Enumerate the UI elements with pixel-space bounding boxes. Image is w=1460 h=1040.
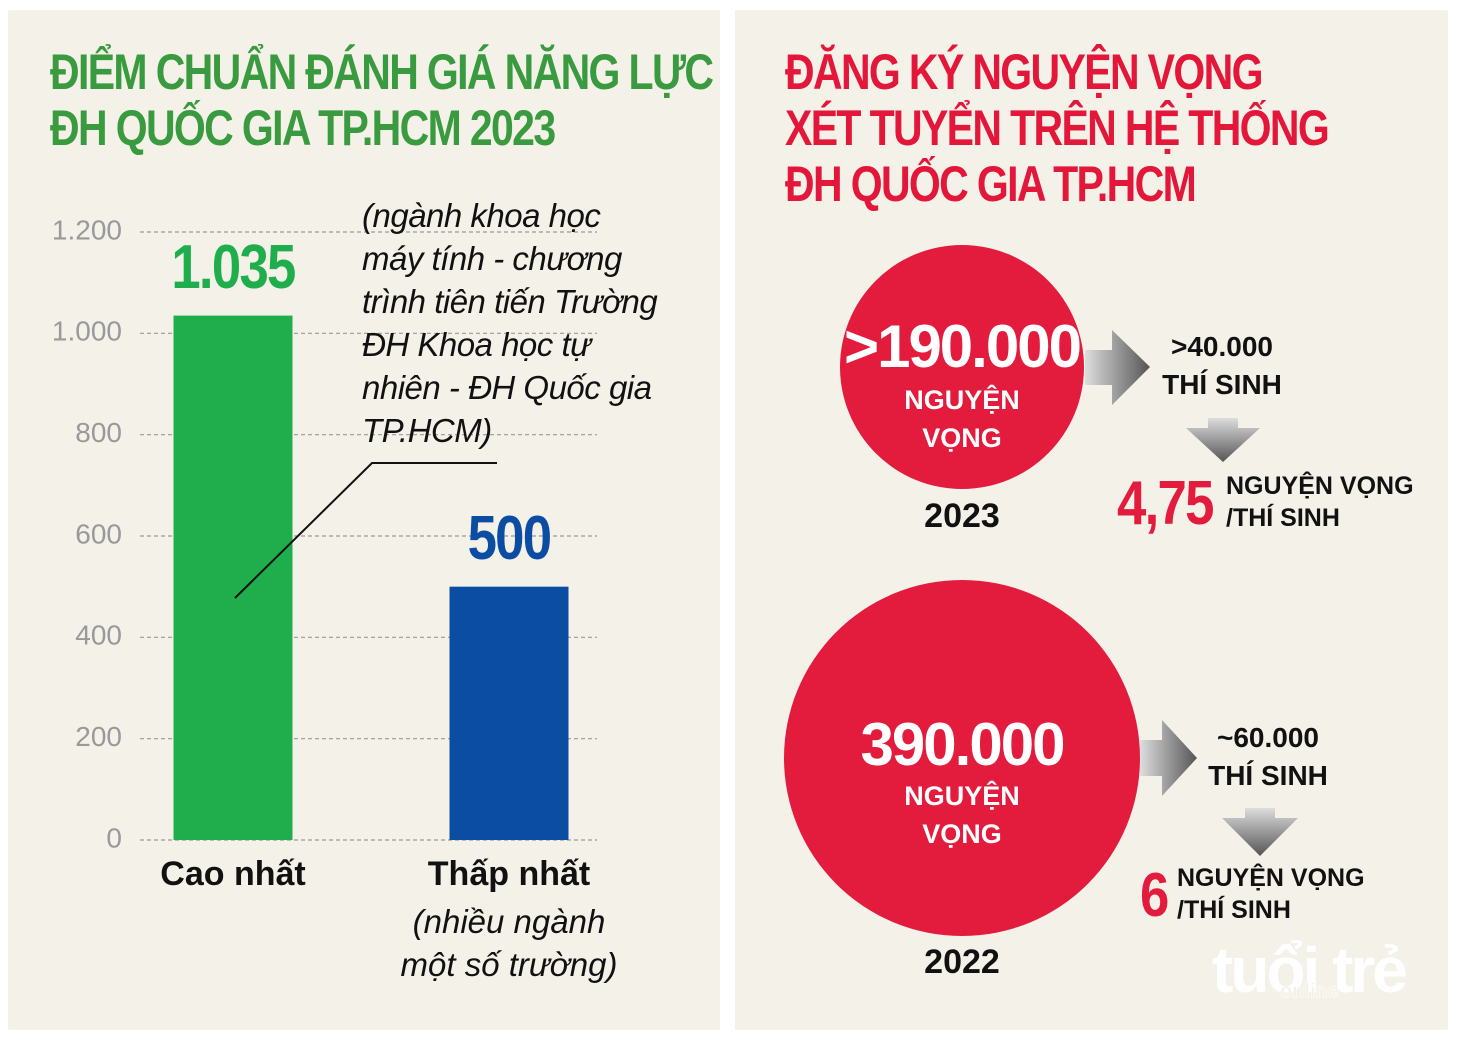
- y-tick-label: 0: [106, 822, 122, 853]
- value-label: 1.035: [171, 233, 295, 302]
- title-line: XÉT TUYỂN TRÊN HỆ THỐNG: [785, 100, 1330, 156]
- title-line: ĐH QUỐC GIA TP.HCM 2023: [50, 100, 556, 156]
- ratio: 4,75: [1117, 469, 1214, 538]
- y-tick-label: 600: [75, 518, 122, 549]
- infographic-title: ĐĂNG KÝ NGUYỆN VỌNG XÉT TUYỂN TRÊN HỆ TH…: [785, 44, 1330, 212]
- candidates-unit: THÍ SINH: [1208, 760, 1328, 791]
- left-panel: [8, 10, 720, 1030]
- bar-chart: 0 200 400 600 800 1.000 1.200 Cao nhất 1.035 Thấp…: [52, 214, 597, 893]
- circle-2023: [840, 245, 1084, 489]
- title-line: ĐĂNG KÝ NGUYỆN VỌNG: [785, 44, 1263, 100]
- bar: [173, 315, 293, 841]
- wishes-unit: NGUYỆN VỌNG: [904, 781, 1020, 849]
- bar: [449, 586, 569, 840]
- arrow-down: [1222, 808, 1298, 856]
- x-tick-label: Cao nhất: [160, 855, 305, 893]
- y-tick-label: 400: [75, 620, 122, 651]
- arrow-right: [1140, 720, 1197, 796]
- candidates-unit: THÍ SINH: [1162, 369, 1282, 400]
- title-line: ĐH QUỐC GIA TP.HCM: [785, 156, 1197, 212]
- value-label: 500: [468, 504, 551, 573]
- candidates-count: >40.000: [1171, 331, 1273, 362]
- ratio-unit: NGUYỆN VỌNG /THÍ SINH: [1177, 864, 1365, 924]
- chart-title: ĐIỂM CHUẨN ĐÁNH GIÁ NĂNG LỰC ĐH QUỐC GIA…: [50, 44, 714, 156]
- wishes-count: >190.000: [844, 313, 1082, 380]
- y-tick-label: 1.200: [52, 214, 122, 245]
- year: 2023: [924, 497, 1000, 535]
- category-note: (nhiều ngành một số trường): [400, 903, 618, 983]
- arrow-right: [1085, 330, 1150, 405]
- annotation: (ngành khoa học máy tính - chương trình …: [362, 197, 658, 449]
- ratio-unit: NGUYỆN VỌNG /THÍ SINH: [1226, 472, 1414, 532]
- title-line: ĐIỂM CHUẨN ĐÁNH GIÁ NĂNG LỰC: [50, 44, 714, 100]
- watermark: tuổi trẻ: [1212, 934, 1406, 1006]
- wishes-unit: NGUYỆN VỌNG: [904, 385, 1020, 453]
- wishes-count: 390.000: [860, 711, 1066, 778]
- arrow-down: [1186, 418, 1260, 462]
- ratio: 6: [1140, 861, 1169, 930]
- y-tick-label: 200: [75, 721, 122, 752]
- y-tick-label: 1.000: [52, 316, 122, 347]
- callout-line: [234, 462, 497, 599]
- year: 2022: [924, 943, 1000, 981]
- circle-2022: [784, 580, 1140, 936]
- candidates-count: ~60.000: [1217, 722, 1319, 753]
- watermark-sub: online: [1280, 980, 1339, 1002]
- x-tick-label: Thấp nhất: [428, 855, 590, 893]
- y-tick-label: 800: [75, 417, 122, 448]
